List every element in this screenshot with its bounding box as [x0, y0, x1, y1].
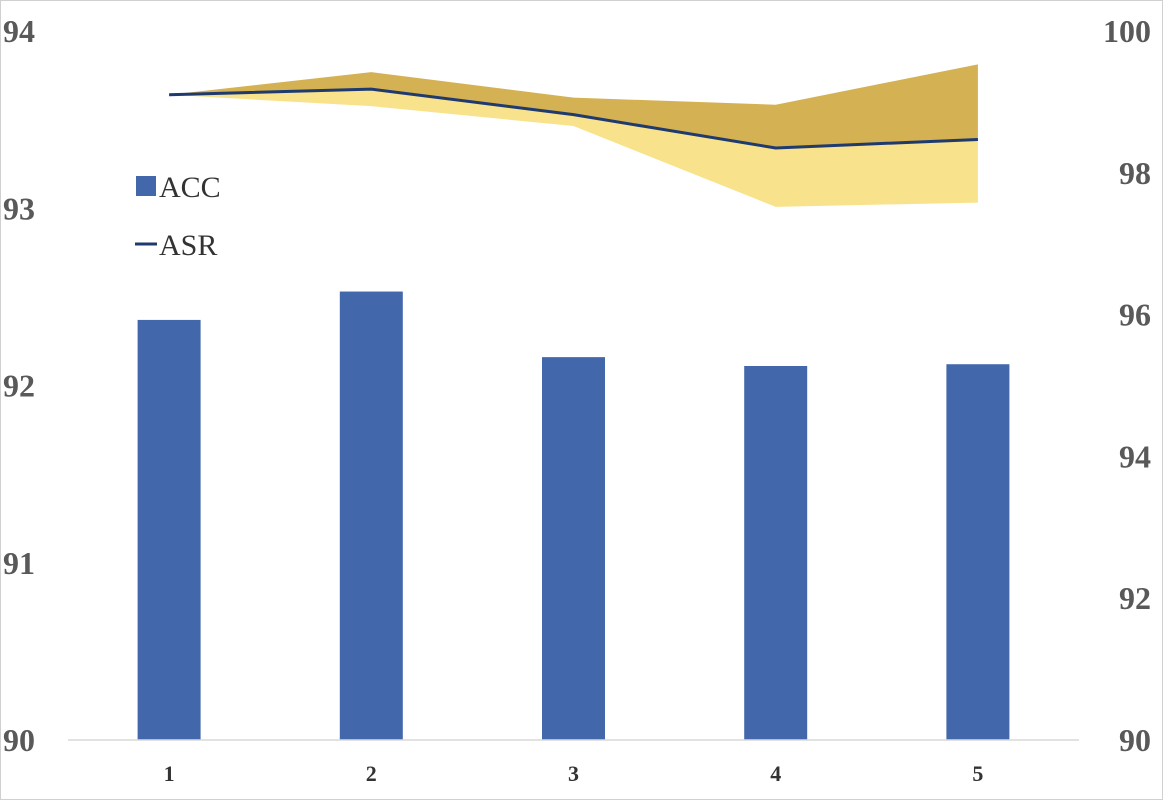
- left-axis-ticks: 90 91 92 93 94: [3, 13, 35, 758]
- left-tick-92: 92: [3, 368, 35, 404]
- left-tick-93: 93: [3, 190, 35, 226]
- right-tick-98: 98: [1119, 155, 1151, 191]
- right-tick-96: 96: [1119, 297, 1151, 333]
- asr-band-lower: [169, 89, 978, 207]
- asr-band-layer: [169, 64, 978, 207]
- legend-acc-label: ACC: [159, 171, 221, 204]
- right-tick-92: 92: [1119, 580, 1151, 616]
- acc-bar-2: [339, 291, 403, 740]
- left-tick-91: 91: [3, 545, 35, 581]
- acc-bar-4: [744, 366, 808, 740]
- legend-asr-label: ASR: [159, 229, 217, 262]
- legend: ACC ASR: [135, 171, 221, 262]
- acc-bar-5: [946, 364, 1010, 740]
- right-axis-ticks: 90 92 94 96 98 100: [1103, 13, 1151, 758]
- left-tick-94: 94: [3, 13, 35, 49]
- x-tick-5: 5: [972, 761, 983, 786]
- asr-band-upper: [169, 64, 978, 148]
- left-tick-90: 90: [3, 722, 35, 758]
- acc-bar-1: [137, 319, 201, 740]
- acc-bar-3: [542, 357, 605, 740]
- legend-acc-swatch: [136, 176, 156, 196]
- right-tick-90: 90: [1119, 722, 1151, 758]
- x-tick-1: 1: [164, 761, 175, 786]
- acc-bar-layer: [137, 291, 1010, 740]
- asr-line-layer: [169, 87, 978, 150]
- x-axis-ticks: 1 2 3 4 5: [164, 761, 984, 786]
- right-tick-94: 94: [1119, 438, 1151, 474]
- right-tick-100: 100: [1103, 13, 1151, 49]
- x-tick-3: 3: [568, 761, 579, 786]
- x-tick-4: 4: [770, 761, 781, 786]
- x-tick-2: 2: [366, 761, 377, 786]
